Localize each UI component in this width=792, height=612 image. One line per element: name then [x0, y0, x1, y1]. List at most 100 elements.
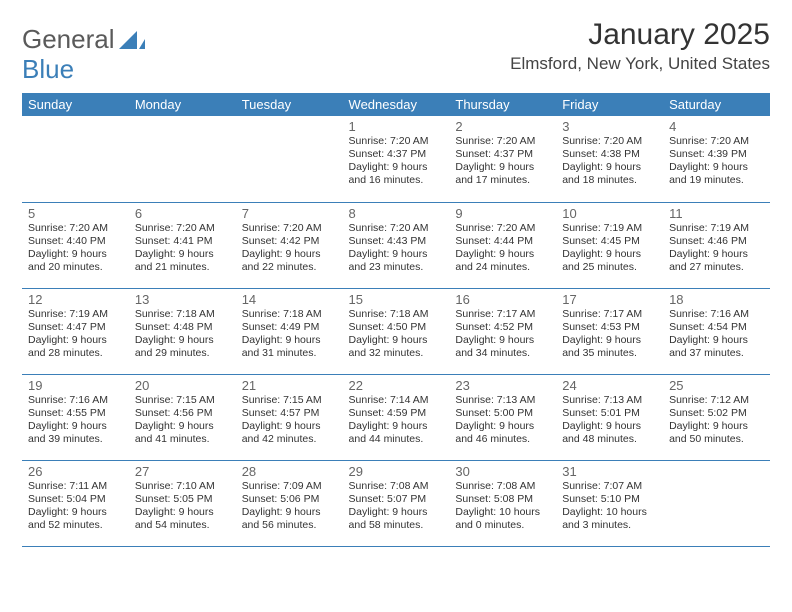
day-number: 28	[242, 464, 337, 479]
calendar-day-cell: 2Sunrise: 7:20 AMSunset: 4:37 PMDaylight…	[449, 116, 556, 202]
day-number: 22	[349, 378, 444, 393]
day-info: Sunrise: 7:08 AMSunset: 5:08 PMDaylight:…	[455, 480, 550, 533]
calendar-empty-cell	[22, 116, 129, 202]
day-info: Sunrise: 7:19 AMSunset: 4:47 PMDaylight:…	[28, 308, 123, 361]
calendar-day-cell: 8Sunrise: 7:20 AMSunset: 4:43 PMDaylight…	[343, 202, 450, 288]
day-number: 8	[349, 206, 444, 221]
day-number: 1	[349, 119, 444, 134]
day-info: Sunrise: 7:15 AMSunset: 4:56 PMDaylight:…	[135, 394, 230, 447]
day-info: Sunrise: 7:15 AMSunset: 4:57 PMDaylight:…	[242, 394, 337, 447]
dayname-header: Friday	[556, 93, 663, 116]
dayname-header: Sunday	[22, 93, 129, 116]
dayname-header: Saturday	[663, 93, 770, 116]
day-info: Sunrise: 7:20 AMSunset: 4:42 PMDaylight:…	[242, 222, 337, 275]
calendar-day-cell: 22Sunrise: 7:14 AMSunset: 4:59 PMDayligh…	[343, 374, 450, 460]
day-number: 6	[135, 206, 230, 221]
calendar-day-cell: 25Sunrise: 7:12 AMSunset: 5:02 PMDayligh…	[663, 374, 770, 460]
calendar-body: 1Sunrise: 7:20 AMSunset: 4:37 PMDaylight…	[22, 116, 770, 546]
calendar-day-cell: 27Sunrise: 7:10 AMSunset: 5:05 PMDayligh…	[129, 460, 236, 546]
calendar-day-cell: 29Sunrise: 7:08 AMSunset: 5:07 PMDayligh…	[343, 460, 450, 546]
day-number: 31	[562, 464, 657, 479]
day-number: 23	[455, 378, 550, 393]
day-number: 24	[562, 378, 657, 393]
day-number: 26	[28, 464, 123, 479]
day-number: 21	[242, 378, 337, 393]
calendar-header-row: SundayMondayTuesdayWednesdayThursdayFrid…	[22, 93, 770, 116]
day-info: Sunrise: 7:20 AMSunset: 4:44 PMDaylight:…	[455, 222, 550, 275]
day-info: Sunrise: 7:16 AMSunset: 4:54 PMDaylight:…	[669, 308, 764, 361]
day-number: 14	[242, 292, 337, 307]
calendar-week-row: 12Sunrise: 7:19 AMSunset: 4:47 PMDayligh…	[22, 288, 770, 374]
calendar-day-cell: 10Sunrise: 7:19 AMSunset: 4:45 PMDayligh…	[556, 202, 663, 288]
day-number: 20	[135, 378, 230, 393]
logo: General	[22, 24, 145, 55]
day-number: 4	[669, 119, 764, 134]
day-info: Sunrise: 7:20 AMSunset: 4:41 PMDaylight:…	[135, 222, 230, 275]
calendar-day-cell: 7Sunrise: 7:20 AMSunset: 4:42 PMDaylight…	[236, 202, 343, 288]
day-info: Sunrise: 7:10 AMSunset: 5:05 PMDaylight:…	[135, 480, 230, 533]
day-info: Sunrise: 7:20 AMSunset: 4:43 PMDaylight:…	[349, 222, 444, 275]
dayname-header: Thursday	[449, 93, 556, 116]
day-number: 5	[28, 206, 123, 221]
calendar-day-cell: 16Sunrise: 7:17 AMSunset: 4:52 PMDayligh…	[449, 288, 556, 374]
calendar-day-cell: 30Sunrise: 7:08 AMSunset: 5:08 PMDayligh…	[449, 460, 556, 546]
calendar-week-row: 19Sunrise: 7:16 AMSunset: 4:55 PMDayligh…	[22, 374, 770, 460]
calendar-day-cell: 15Sunrise: 7:18 AMSunset: 4:50 PMDayligh…	[343, 288, 450, 374]
calendar-day-cell: 4Sunrise: 7:20 AMSunset: 4:39 PMDaylight…	[663, 116, 770, 202]
calendar-week-row: 1Sunrise: 7:20 AMSunset: 4:37 PMDaylight…	[22, 116, 770, 202]
day-number: 27	[135, 464, 230, 479]
calendar-day-cell: 19Sunrise: 7:16 AMSunset: 4:55 PMDayligh…	[22, 374, 129, 460]
calendar-day-cell: 18Sunrise: 7:16 AMSunset: 4:54 PMDayligh…	[663, 288, 770, 374]
logo-sail-icon	[119, 29, 145, 51]
calendar-day-cell: 3Sunrise: 7:20 AMSunset: 4:38 PMDaylight…	[556, 116, 663, 202]
day-info: Sunrise: 7:13 AMSunset: 5:01 PMDaylight:…	[562, 394, 657, 447]
calendar-day-cell: 20Sunrise: 7:15 AMSunset: 4:56 PMDayligh…	[129, 374, 236, 460]
calendar-day-cell: 26Sunrise: 7:11 AMSunset: 5:04 PMDayligh…	[22, 460, 129, 546]
day-info: Sunrise: 7:18 AMSunset: 4:48 PMDaylight:…	[135, 308, 230, 361]
calendar-day-cell: 14Sunrise: 7:18 AMSunset: 4:49 PMDayligh…	[236, 288, 343, 374]
calendar-day-cell: 11Sunrise: 7:19 AMSunset: 4:46 PMDayligh…	[663, 202, 770, 288]
calendar-day-cell: 6Sunrise: 7:20 AMSunset: 4:41 PMDaylight…	[129, 202, 236, 288]
day-number: 3	[562, 119, 657, 134]
day-number: 30	[455, 464, 550, 479]
calendar-empty-cell	[236, 116, 343, 202]
day-number: 29	[349, 464, 444, 479]
calendar-week-row: 5Sunrise: 7:20 AMSunset: 4:40 PMDaylight…	[22, 202, 770, 288]
day-info: Sunrise: 7:07 AMSunset: 5:10 PMDaylight:…	[562, 480, 657, 533]
day-info: Sunrise: 7:17 AMSunset: 4:52 PMDaylight:…	[455, 308, 550, 361]
calendar-week-row: 26Sunrise: 7:11 AMSunset: 5:04 PMDayligh…	[22, 460, 770, 546]
day-number: 25	[669, 378, 764, 393]
day-info: Sunrise: 7:20 AMSunset: 4:39 PMDaylight:…	[669, 135, 764, 188]
day-number: 12	[28, 292, 123, 307]
calendar-day-cell: 28Sunrise: 7:09 AMSunset: 5:06 PMDayligh…	[236, 460, 343, 546]
day-info: Sunrise: 7:20 AMSunset: 4:40 PMDaylight:…	[28, 222, 123, 275]
dayname-header: Monday	[129, 93, 236, 116]
day-number: 7	[242, 206, 337, 221]
location: Elmsford, New York, United States	[510, 54, 770, 74]
day-number: 11	[669, 206, 764, 221]
day-info: Sunrise: 7:20 AMSunset: 4:37 PMDaylight:…	[455, 135, 550, 188]
day-info: Sunrise: 7:09 AMSunset: 5:06 PMDaylight:…	[242, 480, 337, 533]
calendar-day-cell: 24Sunrise: 7:13 AMSunset: 5:01 PMDayligh…	[556, 374, 663, 460]
day-info: Sunrise: 7:18 AMSunset: 4:49 PMDaylight:…	[242, 308, 337, 361]
logo-text-2: Blue	[22, 54, 74, 85]
day-info: Sunrise: 7:17 AMSunset: 4:53 PMDaylight:…	[562, 308, 657, 361]
calendar-day-cell: 23Sunrise: 7:13 AMSunset: 5:00 PMDayligh…	[449, 374, 556, 460]
month-title: January 2025	[510, 18, 770, 52]
day-number: 2	[455, 119, 550, 134]
dayname-header: Wednesday	[343, 93, 450, 116]
day-info: Sunrise: 7:19 AMSunset: 4:45 PMDaylight:…	[562, 222, 657, 275]
calendar-day-cell: 1Sunrise: 7:20 AMSunset: 4:37 PMDaylight…	[343, 116, 450, 202]
calendar-day-cell: 21Sunrise: 7:15 AMSunset: 4:57 PMDayligh…	[236, 374, 343, 460]
day-number: 9	[455, 206, 550, 221]
day-info: Sunrise: 7:20 AMSunset: 4:38 PMDaylight:…	[562, 135, 657, 188]
day-info: Sunrise: 7:14 AMSunset: 4:59 PMDaylight:…	[349, 394, 444, 447]
day-info: Sunrise: 7:18 AMSunset: 4:50 PMDaylight:…	[349, 308, 444, 361]
day-info: Sunrise: 7:20 AMSunset: 4:37 PMDaylight:…	[349, 135, 444, 188]
calendar-day-cell: 5Sunrise: 7:20 AMSunset: 4:40 PMDaylight…	[22, 202, 129, 288]
logo-text-1: General	[22, 24, 115, 55]
calendar-day-cell: 13Sunrise: 7:18 AMSunset: 4:48 PMDayligh…	[129, 288, 236, 374]
dayname-header: Tuesday	[236, 93, 343, 116]
day-info: Sunrise: 7:12 AMSunset: 5:02 PMDaylight:…	[669, 394, 764, 447]
day-number: 13	[135, 292, 230, 307]
